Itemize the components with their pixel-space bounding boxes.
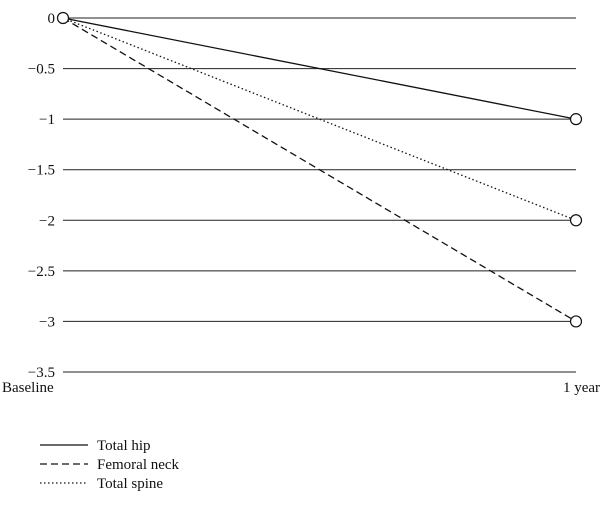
- x-tick-label: Baseline: [2, 380, 54, 396]
- y-tick-label: −0.5: [28, 62, 55, 78]
- y-tick-label: −3.5: [28, 365, 55, 381]
- y-tick-label: −1.5: [28, 163, 55, 179]
- legend-label: Total spine: [97, 476, 163, 492]
- data-points: [56, 11, 583, 328]
- y-axis-ticks: 0 −0.5 −1 −1.5 −2 −2.5 −3 −3.5: [28, 11, 55, 381]
- series-line-femoral-neck: [62, 17, 577, 322]
- series-lines: [62, 17, 577, 322]
- x-tick-label: 1 year: [563, 380, 600, 396]
- y-tick-label: 0: [48, 11, 56, 27]
- data-point: [569, 214, 583, 227]
- legend: Total hip Femoral neck Total spine: [40, 438, 180, 492]
- series-line-total-hip: [62, 17, 577, 120]
- data-point: [569, 113, 583, 126]
- y-tick-label: −3: [39, 314, 55, 330]
- data-point: [56, 11, 70, 25]
- y-tick-label: −2: [39, 213, 55, 229]
- gridlines: [63, 17, 576, 373]
- data-point: [569, 315, 583, 328]
- y-tick-label: −1: [39, 112, 55, 128]
- legend-label: Femoral neck: [97, 457, 180, 473]
- x-axis-ticks: Baseline 1 year: [2, 380, 600, 396]
- y-tick-label: −2.5: [28, 264, 55, 280]
- legend-label: Total hip: [97, 438, 151, 454]
